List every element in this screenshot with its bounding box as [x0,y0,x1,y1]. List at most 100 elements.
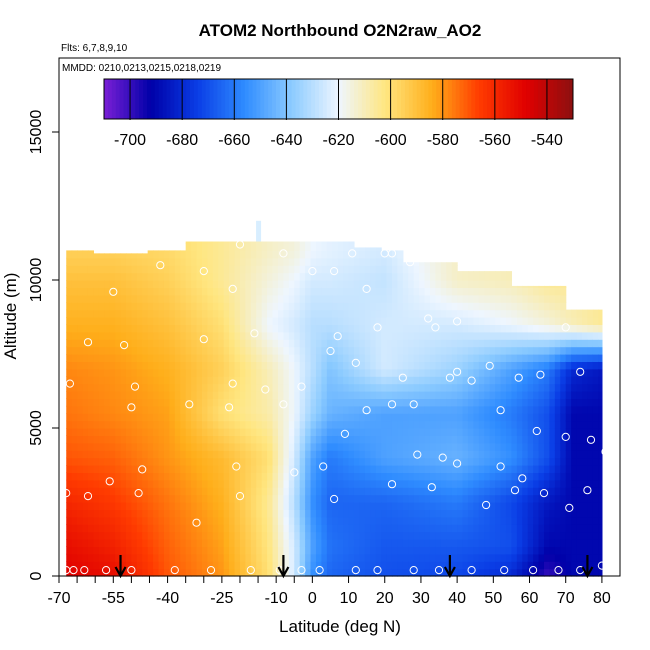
heatmap-cell [82,405,89,414]
heatmap-cell [467,509,475,518]
heatmap-cell [283,450,290,459]
heatmap-cell [538,531,545,540]
heatmap-cell [321,309,328,318]
heatmap-cell [109,472,116,481]
heatmap-cell [158,457,165,466]
heatmap-cell [174,309,181,318]
heatmap-cell [191,516,198,525]
heatmap-cell [413,472,420,481]
heatmap-cell [115,346,122,355]
heatmap-cell [277,502,284,510]
heatmap-cell [299,257,306,266]
heatmap-cell [337,354,344,362]
heatmap-cell [207,243,214,251]
heatmap-cell [185,265,192,274]
heatmap-cell [234,539,241,547]
heatmap-cell [115,331,122,340]
heatmap-cell [424,553,431,562]
heatmap-cell [348,368,355,377]
heatmap-cell [136,561,143,570]
heatmap-cell [310,428,317,436]
heatmap-cell [120,435,127,444]
heatmap-cell [511,435,518,444]
heatmap-cell [505,487,513,496]
heatmap-cell [543,435,551,444]
heatmap-cell [120,524,127,533]
heatmap-cell [549,568,556,577]
heatmap-cell [261,287,268,296]
heatmap-cell [71,539,78,547]
heatmap-cell [364,553,371,562]
heatmap-cell [207,405,214,414]
heatmap-cell [457,280,464,288]
heatmap-cell [245,420,252,429]
heatmap-cell [87,257,94,266]
heatmap-cell [511,487,518,496]
heatmap-cell [381,428,388,436]
heatmap-cell [419,450,426,459]
heatmap-cell [212,346,219,355]
heatmap-cell [364,405,371,414]
heatmap-cell [348,561,355,570]
heatmap-cell [587,383,594,392]
heatmap-cell [256,435,263,444]
heatmap-cell [153,568,160,577]
heatmap-cell [229,294,236,303]
heatmap-cell [381,531,388,540]
heatmap-cell [473,479,480,488]
heatmap-cell [343,428,350,436]
heatmap-cell [223,502,230,510]
heatmap-cell [256,494,263,503]
heatmap-cell [326,250,333,259]
heatmap-cell [136,442,143,451]
heatmap-cell [424,546,431,555]
heatmap-cell [256,383,263,392]
heatmap-cell [218,524,225,533]
heatmap-cell [560,294,567,303]
heatmap-cell [87,479,94,488]
heatmap-cell [473,435,480,444]
heatmap-cell [353,539,361,547]
heatmap-cell [451,383,458,392]
heatmap-cell [115,361,122,370]
heatmap-cell [305,420,312,429]
colorbar-swatch [279,79,285,119]
heatmap-cell [326,479,333,488]
heatmap-cell [82,509,89,518]
sample-point [261,385,270,394]
heatmap-cell [191,502,198,510]
heatmap-cell [359,331,366,340]
heatmap-cell [66,450,73,459]
heatmap-cell [218,509,225,518]
heatmap-cell [348,442,355,451]
heatmap-cell [77,287,84,296]
heatmap-cell [250,457,257,466]
heatmap-cell [158,516,165,525]
heatmap-cell [598,472,603,481]
colorbar-swatch [275,79,281,119]
heatmap-cell [196,561,203,570]
heatmap-cell [115,487,122,496]
heatmap-cell [560,465,567,473]
heatmap-cell [185,302,192,311]
heatmap-cell [104,539,111,547]
heatmap-cell [131,472,138,481]
heatmap-cell [516,339,523,348]
heatmap-cell [343,309,350,318]
heatmap-cell [207,539,214,547]
heatmap-cell [315,502,322,510]
heatmap-cell [424,516,431,525]
heatmap-cell [98,539,105,547]
heatmap-cell [174,354,181,362]
heatmap-cell [120,420,127,429]
heatmap-cell [174,361,181,370]
heatmap-cell [87,435,94,444]
heatmap-cell [71,502,78,510]
heatmap-cell [457,354,464,362]
heatmap-cell [419,442,426,451]
heatmap-cell [82,280,89,288]
heatmap-cell [375,391,382,399]
colorbar-swatch [436,79,441,119]
heatmap-cell [158,383,165,392]
heatmap-cell [348,502,355,510]
